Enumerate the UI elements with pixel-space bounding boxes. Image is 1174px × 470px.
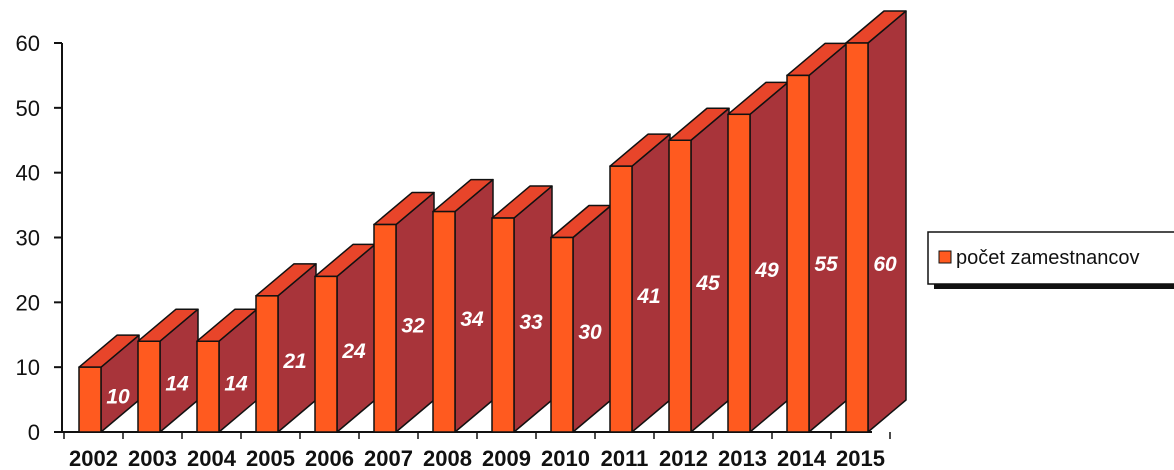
y-tick-label: 40 [16,161,40,186]
y-tick-label: 50 [16,96,40,121]
bar-front-face [432,210,456,433]
data-label: 34 [460,308,484,331]
bar-front-face [196,340,220,433]
bar-2015 [845,10,907,433]
data-label: 60 [873,253,897,276]
data-label: 30 [578,321,602,344]
bar-2005 [255,263,317,433]
bar-front-face [491,217,515,433]
legend-box [927,231,1174,285]
x-tick-label: 2006 [305,446,354,470]
bar-2010 [550,204,612,433]
x-tick-label: 2005 [246,446,295,470]
bar-2003 [137,308,199,433]
legend-swatch [938,250,952,264]
bar-2009 [491,185,553,433]
x-tick-label: 2015 [836,446,885,470]
bar-front-face [550,236,574,433]
bar-2002 [78,334,140,433]
x-tick-label: 2008 [423,446,472,470]
bar-2008 [432,178,494,433]
bar-2006 [314,243,376,433]
data-label: 33 [519,311,543,334]
bar-2004 [196,308,258,433]
x-tick-label: 2013 [718,446,767,470]
legend-label: počet zamestnancov [956,247,1139,269]
x-tick-label: 2011 [601,446,649,470]
data-label: 49 [754,259,779,282]
bar-side-face [513,185,553,433]
bar-side-face [749,81,789,433]
bar-side-face [867,10,907,433]
data-label: 55 [814,253,838,276]
data-label: 21 [282,350,306,373]
x-tick-label: 2003 [128,446,177,470]
bar-side-face [572,204,612,433]
bar-front-face [255,295,279,433]
y-tick-label: 10 [16,355,40,380]
data-label: 24 [341,340,366,363]
x-tick-label: 2004 [187,446,237,470]
bar-2011 [609,133,671,433]
y-tick-label: 60 [16,31,40,56]
bar-front-face [845,42,869,433]
y-tick-label: 20 [16,290,40,315]
bar-side-face [631,133,671,433]
bar-side-face [808,42,848,433]
bar-side-face [395,191,435,433]
bar-side-face [690,107,730,433]
y-tick-label: 0 [28,420,40,445]
bar-front-face [314,275,338,433]
x-tick-label: 2012 [659,446,708,470]
bar-front-face [727,113,751,433]
bar-2013 [727,81,789,433]
bar-front-face [137,340,161,433]
data-label: 14 [224,373,248,396]
legend: počet zamestnancov [927,231,1174,289]
bar-2014 [786,42,848,433]
bar-front-face [78,366,102,433]
bar-front-face [668,139,692,433]
data-label: 32 [401,314,425,337]
y-tick-label: 30 [16,226,40,251]
x-tick-label: 2010 [541,446,590,470]
bar-front-face [609,165,633,433]
x-tick-label: 2014 [777,446,827,470]
data-label: 41 [636,285,660,308]
bar-side-face [454,178,494,433]
bar-2012 [668,107,730,433]
x-tick-label: 2009 [482,446,531,470]
x-tick-label: 2007 [364,446,413,470]
data-label: 14 [165,373,189,396]
x-tick-label: 2002 [69,446,118,470]
bar-2007 [373,191,435,433]
data-label: 10 [106,386,130,409]
data-label: 45 [695,272,720,295]
bar-front-face [786,74,810,433]
bar-front-face [373,223,397,433]
